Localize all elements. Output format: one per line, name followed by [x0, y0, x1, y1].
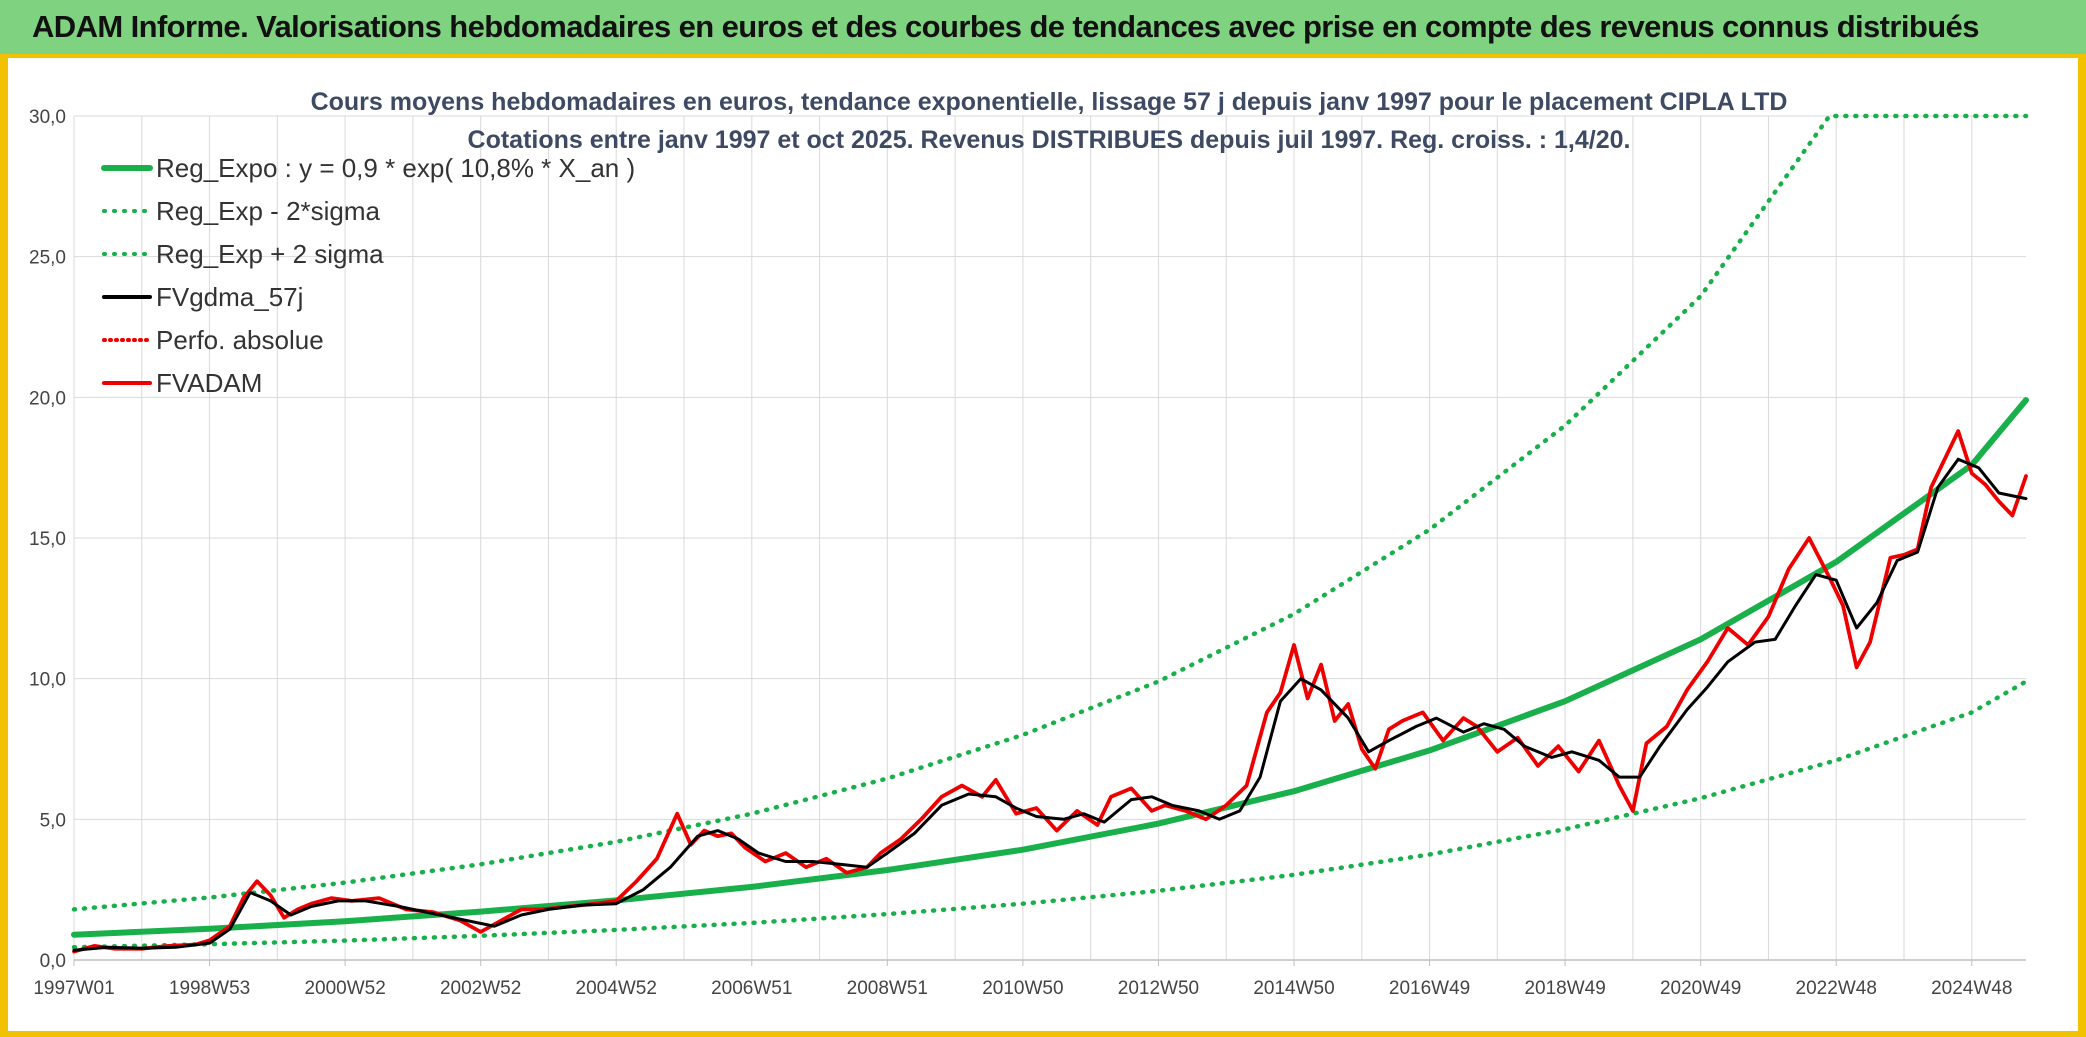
y-tick-label: 0,0 — [40, 951, 66, 972]
frame-bottom — [0, 1031, 2086, 1037]
legend-label: Reg_Exp + 2 sigma — [156, 239, 384, 269]
series-fvadam — [72, 429, 2028, 954]
y-tick-label: 20,0 — [29, 388, 66, 409]
y-tick-label: 10,0 — [29, 670, 66, 691]
x-tick-label: 2014W50 — [1253, 978, 1334, 999]
series-reg-expo — [71, 397, 2029, 938]
legend-label: FVgdma_57j — [156, 282, 303, 312]
axes: 0,0 5,0 10,0 15,0 20,0 25,0 30,0 1997W01 1998W53… — [29, 107, 2026, 999]
x-tick-label: 2018W49 — [1524, 978, 1605, 999]
y-tick-label: 15,0 — [29, 529, 66, 550]
x-tick-label: 2008W51 — [847, 978, 928, 999]
chart-subtitle: Cotations entre janv 1997 et oct 2025. R… — [468, 126, 1631, 154]
legend-label: Perfo. absolue — [156, 325, 324, 355]
x-tick-label: 2000W52 — [304, 978, 385, 999]
x-tick-label: 2006W51 — [711, 978, 792, 999]
report-header: ADAM Informe. Valorisations hebdomadaire… — [0, 0, 2086, 54]
chart-panel: 0,0 5,0 10,0 15,0 20,0 25,0 30,0 1997W01 1998W53… — [8, 58, 2078, 1031]
x-tick-label: 2012W50 — [1118, 978, 1199, 999]
series-fvgdma-57j — [72, 457, 2028, 952]
x-tick-label: 1997W01 — [33, 978, 114, 999]
y-tick-label: 25,0 — [29, 248, 66, 269]
series-lines — [71, 113, 2029, 954]
report-title: ADAM Informe. Valorisations hebdomadaire… — [32, 9, 1979, 44]
legend-label: Reg_Expo : y = 0,9 * exp( 10,8% * X_an ) — [156, 153, 635, 183]
x-tick-label: 2022W48 — [1796, 978, 1877, 999]
x-tick-label: 2002W52 — [440, 978, 521, 999]
legend: Reg_Expo : y = 0,9 * exp( 10,8% * X_an )… — [101, 153, 635, 398]
chart-title: Cours moyens hebdomadaires en euros, ten… — [311, 88, 1788, 116]
x-tick-label: 2004W52 — [576, 978, 657, 999]
series-reg-exp-minus-2-sigma — [71, 679, 2029, 950]
series-reg-exp-plus-2-sigma — [71, 113, 2029, 912]
x-tick-label: 2024W48 — [1931, 978, 2012, 999]
x-tick-label: 2020W49 — [1660, 978, 1741, 999]
x-tick-label: 1998W53 — [169, 978, 250, 999]
chart-svg: 0,0 5,0 10,0 15,0 20,0 25,0 30,0 1997W01 1998W53… — [29, 88, 2029, 999]
x-tick-label: 2016W49 — [1389, 978, 1470, 999]
legend-label: Reg_Exp - 2*sigma — [156, 196, 381, 226]
y-tick-label: 30,0 — [29, 107, 66, 128]
legend-label: FVADAM — [156, 368, 262, 398]
y-tick-label: 5,0 — [40, 810, 66, 831]
x-tick-label: 2010W50 — [982, 978, 1063, 999]
